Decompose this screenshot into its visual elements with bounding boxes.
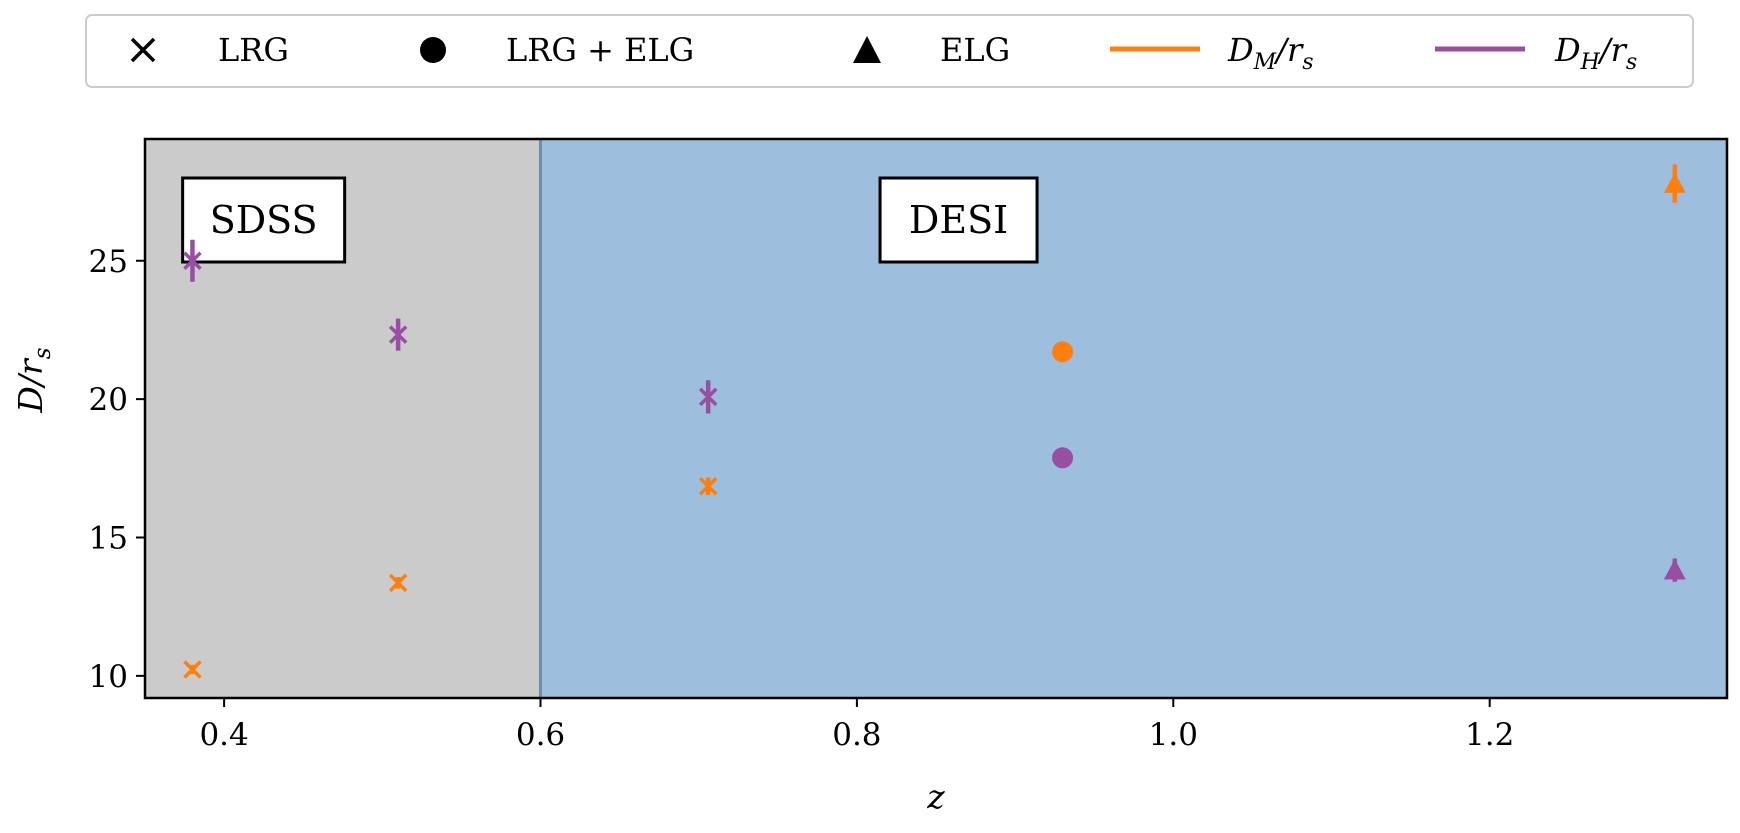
legend-dh-sub2: s — [1626, 50, 1637, 75]
plot-frame — [143, 137, 1729, 700]
legend-label-lrg-elg: LRG + ELG — [506, 31, 694, 69]
x-tick-label: 0.8 — [832, 717, 881, 753]
y-axis-label-sub: s — [30, 347, 56, 359]
legend-dm-main: D — [1227, 31, 1254, 69]
region-label-sdss: SDSS — [181, 176, 347, 264]
data-point-dh-4 — [1663, 558, 1686, 582]
data-point-dh-3 — [1052, 447, 1074, 469]
legend-x-marker-icon — [130, 37, 156, 63]
x-marker — [698, 477, 718, 496]
legend: LRG LRG + ELG ELG DM/rs DH/rs — [85, 14, 1694, 88]
x-marker — [388, 573, 408, 593]
legend-dh-tail: /r — [1597, 31, 1628, 69]
circle-marker — [1052, 341, 1074, 363]
legend-item-elg: ELG — [853, 31, 1010, 69]
x-marker — [183, 251, 202, 270]
legend-label-lrg: LRG — [218, 31, 289, 69]
data-point-dm-2 — [698, 477, 718, 496]
legend-label-dh: DH/rs — [1554, 31, 1637, 75]
region-label-text: SDSS — [210, 198, 318, 242]
legend-item-dh: DH/rs — [1435, 31, 1637, 75]
region-labels: SDSS DESI — [181, 176, 1039, 264]
x-axis: 0.4 0.6 0.8 1.0 1.2 — [199, 698, 1514, 753]
region-label-box — [878, 176, 1039, 264]
x-marker — [388, 325, 408, 344]
region-label-desi: DESI — [878, 176, 1039, 264]
legend-label-dm: DM/rs — [1227, 31, 1314, 75]
plot-area: SDSS DESI — [143, 137, 1729, 700]
x-tick-label: 1.0 — [1149, 717, 1198, 753]
data-point-dh-1 — [388, 318, 408, 351]
triangle-marker — [1663, 559, 1686, 580]
data-point-dm-0 — [183, 660, 202, 679]
circle-marker — [1052, 447, 1074, 469]
data-point-dm-1 — [388, 573, 408, 593]
background-regions — [145, 139, 1727, 698]
region-desi — [540, 139, 1727, 698]
region-label-box — [181, 176, 347, 264]
legend-circle-marker-icon — [420, 37, 446, 63]
data-point-dh-0 — [183, 239, 202, 282]
y-tick-label: 20 — [89, 382, 128, 418]
triangle-marker — [1663, 172, 1686, 193]
region-label-text: DESI — [909, 198, 1008, 242]
y-axis-label-main: D/r — [11, 357, 50, 414]
legend-dh-main: D — [1554, 31, 1581, 69]
x-axis-label: z — [926, 777, 945, 816]
y-axis: 10 15 20 25 — [89, 244, 145, 695]
x-tick-label: 1.2 — [1465, 717, 1514, 753]
data-point-dh-2 — [698, 380, 718, 414]
data-point-dm-4 — [1663, 164, 1686, 203]
x-tick-label: 0.6 — [516, 717, 565, 753]
y-tick-label: 25 — [89, 244, 128, 280]
y-tick-label: 15 — [89, 520, 128, 556]
legend-dh-sub: H — [1580, 50, 1601, 75]
legend-dm-sub2: s — [1302, 50, 1313, 75]
data-point-dm-3 — [1052, 341, 1074, 363]
legend-item-lrg: LRG — [130, 31, 289, 69]
legend-label-elg: ELG — [940, 31, 1010, 69]
legend-dm-tail: /r — [1273, 31, 1304, 69]
x-marker — [183, 660, 202, 679]
x-tick-label: 0.4 — [199, 717, 248, 753]
y-tick-label: 10 — [89, 659, 128, 695]
data-marks — [183, 164, 1686, 679]
y-axis-label: D/rs — [11, 347, 56, 413]
x-marker — [698, 387, 718, 407]
legend-frame — [85, 14, 1694, 88]
legend-dm-sub: M — [1253, 50, 1277, 75]
legend-item-lrg-elg: LRG + ELG — [420, 31, 694, 69]
legend-triangle-marker-icon — [853, 36, 881, 63]
legend-item-dm: DM/rs — [1110, 31, 1314, 75]
